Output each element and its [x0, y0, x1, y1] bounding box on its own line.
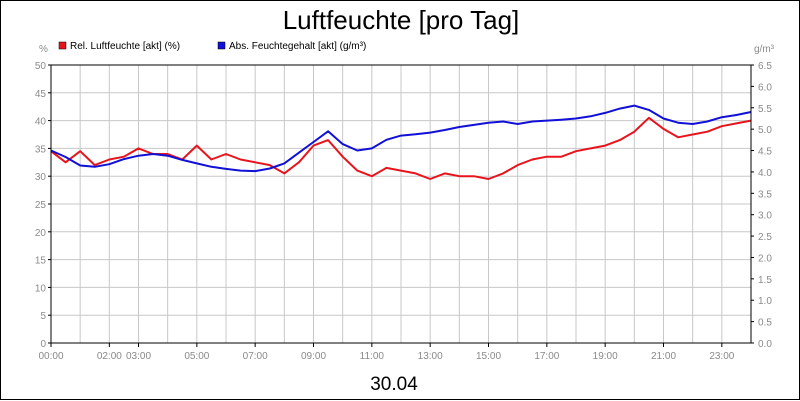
- left-tick-label: 50: [35, 61, 47, 72]
- x-tick-label: 05:00: [184, 351, 209, 362]
- left-axis-ticks: 0 5 10 15 20 25 30 35 40 45 50: [35, 61, 51, 350]
- left-tick-label: 40: [35, 117, 47, 128]
- x-tick-label: 15:00: [476, 351, 501, 362]
- grid: [51, 65, 751, 343]
- x-tick-label: 13:00: [418, 351, 443, 362]
- left-tick-label: 0: [40, 339, 46, 350]
- left-tick-label: 35: [35, 144, 47, 155]
- right-tick-label: 2.0: [758, 253, 772, 264]
- series-line-2: [50, 104, 752, 173]
- x-tick-label: 00:00: [38, 351, 63, 362]
- right-tick-label: 1.5: [758, 275, 772, 286]
- legend-swatch: [58, 41, 67, 50]
- right-tick-label: 6.5: [758, 61, 772, 72]
- right-tick-label: 1.0: [758, 296, 772, 307]
- legend-label: Abs. Feuchtegehalt [akt] (g/m³): [229, 41, 366, 52]
- left-tick-label: 25: [35, 200, 47, 211]
- right-axis-ticks: 0.0 0.5 1.0 1.5 2.0 2.5 3.0 3.5 4.0 4.5 5.0 5.5 6.0 6…: [751, 61, 772, 350]
- right-tick-label: 2.5: [758, 232, 772, 243]
- left-tick-label: 30: [35, 172, 47, 183]
- right-tick-label: 0.5: [758, 318, 772, 329]
- chart-title: Luftfeuchte [pro Tag]: [283, 5, 520, 35]
- x-tick-label: 02:00: [97, 351, 122, 362]
- x-tick-label: 19:00: [593, 351, 618, 362]
- right-tick-label: 0.0: [758, 339, 772, 350]
- x-tick-label: 17:00: [534, 351, 559, 362]
- date-label: 30.04: [370, 374, 418, 395]
- plot-border: [50, 64, 752, 344]
- legend-swatch: [217, 41, 226, 50]
- right-tick-label: 3.5: [758, 189, 772, 200]
- series-line-1: [50, 116, 752, 180]
- left-axis-unit: %: [39, 44, 48, 55]
- legend-label: Rel. Luftfeuchte [akt] (%): [70, 41, 180, 52]
- x-tick-label: 11:00: [360, 351, 385, 362]
- x-tick-label: 23:00: [709, 351, 734, 362]
- x-tick-label: 09:00: [301, 351, 326, 362]
- right-tick-label: 4.0: [758, 168, 772, 179]
- legend: Rel. Luftfeuchte [akt] (%) Abs. Feuchtege…: [58, 41, 366, 52]
- x-axis-ticks: 00:00 02:00 03:00 05:00 07:00 09:00 11:00 13:00…: [38, 343, 735, 362]
- right-axis-unit: g/m³: [754, 44, 775, 55]
- right-tick-label: 5.5: [758, 104, 772, 115]
- right-tick-label: 6.0: [758, 82, 772, 93]
- left-tick-label: 45: [35, 89, 47, 100]
- left-tick-label: 20: [35, 228, 47, 239]
- series-layer: [50, 104, 752, 180]
- right-tick-label: 3.0: [758, 211, 772, 222]
- left-tick-label: 5: [40, 311, 46, 322]
- x-tick-label: 07:00: [243, 351, 268, 362]
- right-tick-label: 5.0: [758, 125, 772, 136]
- left-tick-label: 15: [35, 256, 47, 267]
- x-tick-label: 21:00: [651, 351, 676, 362]
- right-tick-label: 4.5: [758, 147, 772, 158]
- left-tick-label: 10: [35, 283, 47, 294]
- x-tick-label: 03:00: [126, 351, 151, 362]
